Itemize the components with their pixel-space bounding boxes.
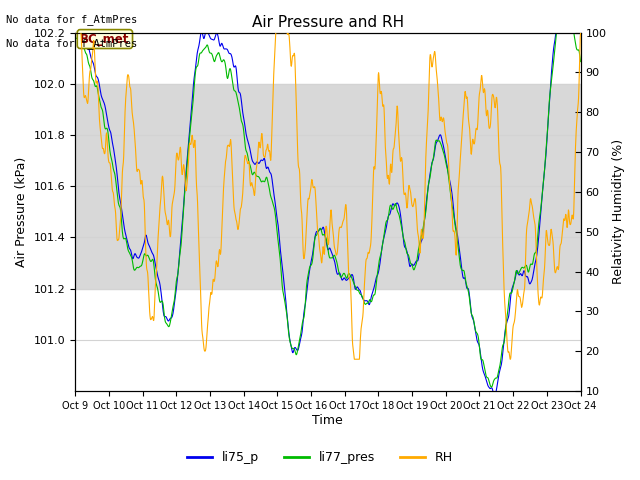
Y-axis label: Relativity Humidity (%): Relativity Humidity (%) [612, 139, 625, 284]
Bar [75, 84, 580, 288]
Y-axis label: Air Pressure (kPa): Air Pressure (kPa) [15, 156, 28, 267]
Text: No data for f_AtmPres: No data for f_AtmPres [6, 38, 138, 49]
X-axis label: Time: Time [312, 414, 343, 427]
Text: No data for f_AtmPres: No data for f_AtmPres [6, 14, 138, 25]
Title: Air Pressure and RH: Air Pressure and RH [252, 15, 404, 30]
Text: BC_met: BC_met [80, 33, 129, 46]
Legend: li75_p, li77_pres, RH: li75_p, li77_pres, RH [182, 446, 458, 469]
